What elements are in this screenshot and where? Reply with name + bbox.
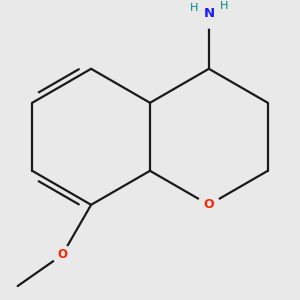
Circle shape xyxy=(53,245,72,264)
Text: O: O xyxy=(57,248,67,261)
Circle shape xyxy=(198,194,220,216)
Circle shape xyxy=(194,0,224,28)
Text: O: O xyxy=(204,198,214,211)
Text: H: H xyxy=(220,1,228,11)
Text: H: H xyxy=(190,3,198,13)
Text: N: N xyxy=(203,7,214,20)
